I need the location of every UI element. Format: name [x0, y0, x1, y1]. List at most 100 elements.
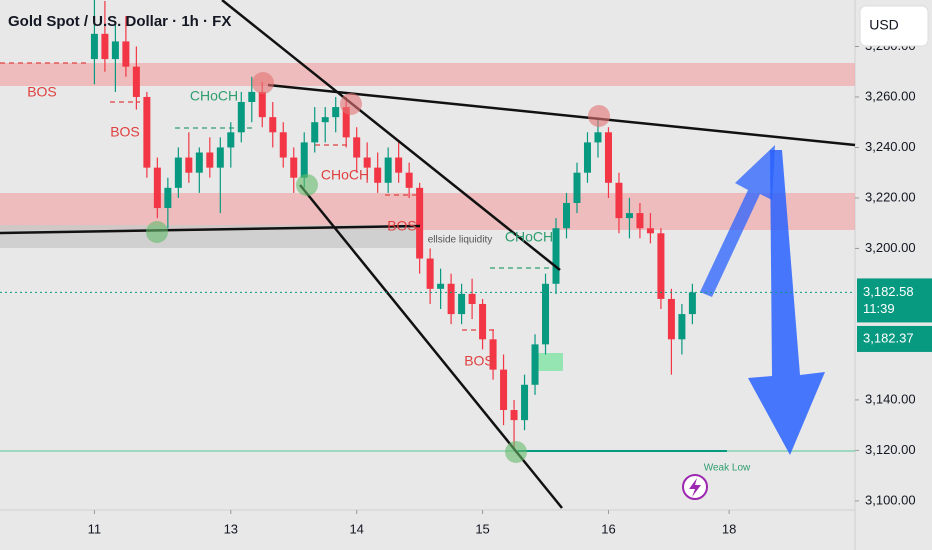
candle-body: [206, 152, 214, 168]
trendline: [267, 83, 856, 147]
candle-body: [688, 292, 696, 315]
y-tick-label: 3,260.00: [865, 88, 916, 103]
candle-body: [279, 132, 287, 158]
bid-label: 3,182.37: [863, 330, 914, 345]
candle-body: [216, 147, 224, 168]
arrow-down: [748, 150, 825, 455]
annotation: CHoCH: [321, 167, 369, 183]
candle-body: [667, 298, 675, 340]
candle-body: [363, 157, 371, 168]
candle-body: [625, 213, 633, 219]
candle-body: [447, 283, 455, 315]
candle-body: [227, 132, 235, 148]
candle-body: [636, 213, 644, 229]
x-tick-label: 11: [88, 521, 102, 536]
candle-body: [269, 117, 277, 133]
candle-body: [594, 132, 602, 143]
annotation: BOS: [387, 218, 417, 234]
y-tick-label: 3,140.00: [865, 391, 916, 406]
candle-body: [426, 258, 434, 289]
swing-marker: [296, 174, 318, 196]
candle-body: [500, 369, 508, 411]
candle-body: [300, 142, 308, 178]
candle-body: [342, 107, 350, 138]
candle-body: [678, 314, 686, 340]
price-label: 3,182.58: [863, 284, 914, 299]
x-tick-label: 16: [601, 521, 615, 536]
candle-body: [458, 293, 466, 315]
x-tick-label: 18: [722, 521, 736, 536]
candle-body: [248, 91, 256, 102]
candle-body: [646, 228, 654, 234]
swing-marker: [505, 441, 527, 463]
candle-body: [489, 339, 497, 370]
y-tick-label: 3,100.00: [865, 492, 916, 507]
demand-box: [533, 353, 563, 371]
candle-body: [374, 167, 382, 183]
annotation: BOS: [27, 84, 57, 100]
annotation: Weak Low: [704, 463, 751, 474]
candle-body: [143, 96, 151, 168]
bid-box: [857, 325, 932, 352]
candle-body: [321, 117, 329, 123]
candle-body: [111, 41, 119, 60]
supply-zone: [0, 63, 855, 86]
candle-body: [237, 102, 245, 133]
y-tick-label: 3,120.00: [865, 442, 916, 457]
annotation: ellside liquidity: [428, 235, 492, 246]
x-tick-label: 13: [224, 521, 238, 536]
annotation: CHoCH: [190, 88, 238, 104]
candle-body: [353, 137, 361, 158]
candle-body: [122, 41, 130, 67]
candle-body: [604, 132, 612, 183]
x-tick-label: 15: [475, 521, 489, 536]
candle-body: [332, 107, 340, 118]
annotation: BOS: [464, 353, 494, 369]
candle-body: [615, 182, 623, 219]
annotation: BOS: [110, 124, 140, 140]
candle-body: [132, 66, 140, 97]
annotation: CHoCH: [505, 229, 553, 245]
countdown: 11:39: [863, 301, 895, 316]
swing-marker: [252, 72, 274, 94]
candle-body: [479, 303, 487, 340]
y-tick-label: 3,200.00: [865, 240, 916, 255]
candle-body: [531, 344, 539, 385]
candle-body: [542, 283, 550, 345]
candle-body: [258, 91, 266, 118]
candle-body: [290, 157, 298, 178]
candle-body: [657, 233, 665, 299]
candle-body: [437, 283, 445, 289]
candle-body: [395, 157, 403, 173]
candle-body: [468, 293, 476, 304]
candle-body: [174, 157, 182, 188]
candle-body: [510, 410, 518, 421]
lightning: [689, 478, 701, 497]
trendline: [0, 224, 421, 235]
candle-body: [153, 167, 161, 209]
candle-body: [384, 157, 392, 183]
swing-marker: [588, 105, 610, 127]
arrow-up: [700, 145, 775, 297]
trendline: [221, 0, 561, 271]
candle-body: [311, 122, 319, 143]
currency[interactable]: USD: [869, 17, 899, 33]
candle-body: [405, 172, 413, 188]
candle-body: [101, 33, 109, 60]
price-box: [857, 278, 932, 323]
y-tick-label: 3,220.00: [865, 189, 916, 204]
candle-body: [195, 152, 203, 173]
candle-body: [573, 172, 581, 203]
candle-body: [90, 33, 98, 60]
currency-button[interactable]: [859, 5, 929, 47]
supply-zone: [0, 193, 855, 230]
candle-body: [563, 202, 571, 229]
candle-body: [164, 187, 172, 209]
candle-body: [583, 142, 591, 173]
candle-body: [552, 228, 560, 284]
y-tick-label: 3,240.00: [865, 139, 916, 154]
candle-body: [185, 157, 193, 173]
chart-title: Gold Spot / U.S. Dollar · 1h · FX: [8, 13, 231, 30]
swing-marker: [340, 93, 362, 115]
